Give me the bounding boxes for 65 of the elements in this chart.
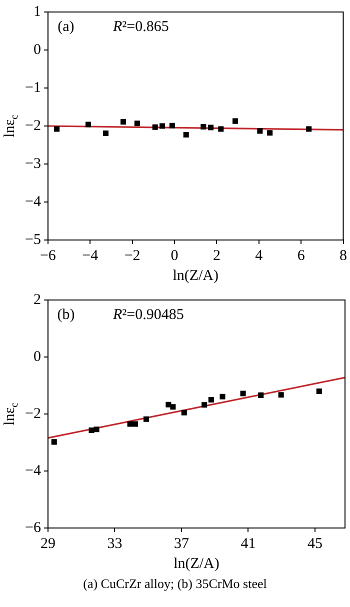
point	[181, 410, 187, 416]
point	[51, 439, 57, 445]
point	[85, 122, 92, 128]
point	[166, 402, 172, 408]
point	[267, 130, 273, 136]
x-tick-label: 4	[255, 248, 264, 264]
annotation: R²=0.865	[112, 18, 169, 35]
x-tick-label: 6	[297, 248, 306, 264]
y-tick-label: 0	[33, 348, 41, 365]
point	[200, 124, 206, 130]
point	[316, 388, 322, 394]
y-tick-label: −6	[24, 520, 42, 536]
point	[127, 421, 133, 427]
point	[306, 126, 312, 132]
point	[120, 119, 126, 125]
y-tick-label: −4	[24, 462, 42, 479]
point	[232, 118, 238, 124]
annotation: (b)	[57, 306, 75, 323]
point	[88, 427, 94, 434]
y-axis-title: lnεc	[2, 402, 20, 426]
x-tick-label: 41	[240, 536, 256, 552]
x-tick-label: 33	[107, 536, 122, 552]
y-tick-label: 2	[33, 292, 41, 308]
point	[102, 130, 109, 136]
point	[202, 402, 208, 408]
point	[218, 126, 224, 132]
point	[240, 390, 246, 396]
point	[169, 122, 175, 128]
annotation: (a)	[58, 18, 74, 35]
point	[257, 128, 263, 134]
x-tick-label: −2	[124, 248, 140, 264]
x-tick-label: 2	[212, 248, 220, 264]
point	[134, 120, 140, 126]
text: (a) CuCrZr alloy; (b) 35CrMo steel	[82, 576, 268, 592]
x-tick-label: 45	[307, 536, 322, 552]
point	[278, 392, 284, 398]
y-tick-label: −4	[24, 194, 42, 210]
point	[160, 123, 166, 129]
y-tick-label: 0	[33, 42, 41, 58]
y-tick-label: 1	[33, 4, 41, 20]
point	[132, 421, 138, 427]
point	[208, 396, 214, 403]
point	[258, 392, 264, 398]
point	[170, 404, 176, 410]
x-tick-label: 8	[340, 248, 347, 264]
y-tick-label: −2	[24, 118, 41, 134]
y-tick-label: −1	[24, 80, 41, 96]
x-tick-label: −4	[82, 248, 99, 264]
y-axis-title: lnεc	[2, 114, 20, 138]
point	[94, 426, 100, 432]
x-tick-label: 37	[174, 536, 190, 552]
x-axis-title: ln(Z/A)	[172, 268, 219, 284]
annotation: R²=0.90485	[112, 306, 184, 323]
point	[208, 124, 214, 130]
x-tick-label: 29	[40, 536, 56, 552]
y-tick-label: −5	[24, 232, 41, 248]
y-tick-label: −2	[24, 406, 41, 422]
x-axis-title: ln(Z/A)	[174, 556, 220, 572]
point	[143, 416, 150, 422]
y-tick-label: −3	[24, 156, 41, 172]
point	[54, 126, 60, 132]
point	[183, 132, 189, 138]
point	[220, 394, 226, 400]
point	[152, 124, 158, 130]
x-tick-label: 0	[170, 248, 178, 264]
